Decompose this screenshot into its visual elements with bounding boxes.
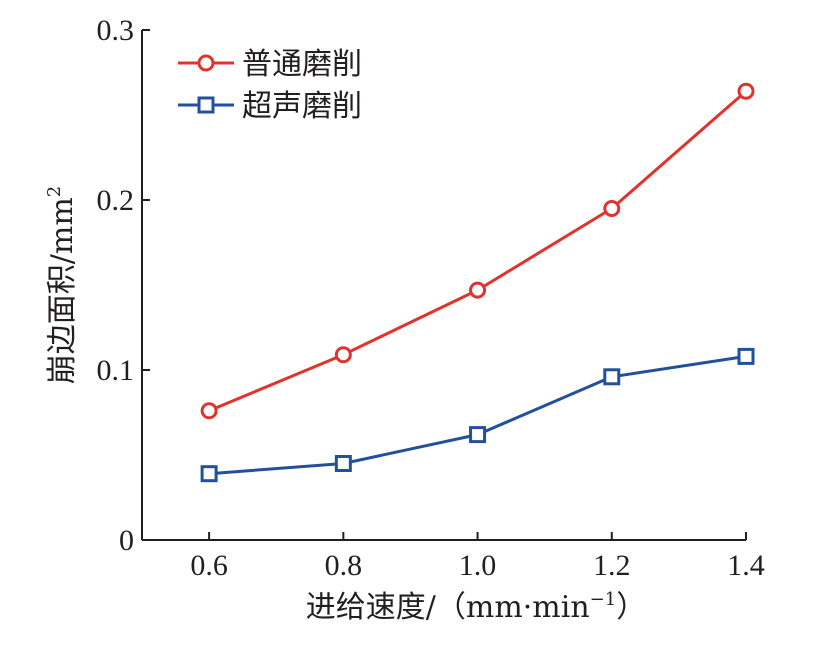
data-point-s1-2	[469, 426, 487, 444]
data-point-s1-4	[737, 347, 755, 365]
x-axis-title: 进给速度/（mm·min−1）	[306, 589, 646, 625]
data-point-s0-4	[737, 82, 755, 100]
legend-item-1: 超声磨削	[178, 89, 362, 124]
series-line-1	[208, 354, 747, 476]
axes	[141, 30, 746, 541]
y-axis-title-superscript: 2	[44, 186, 65, 197]
x-tick-label: 1.2	[593, 549, 631, 582]
data-point-s1-3	[603, 368, 621, 386]
y-tick-label: 0.2	[97, 184, 135, 217]
data-point-s0-0	[200, 402, 218, 420]
y-axis-title: 崩边面积/mm2	[44, 186, 80, 384]
y-tick-label: 0	[119, 524, 134, 557]
data-point-s0-2	[469, 281, 487, 299]
data-point-s1-1	[334, 455, 352, 472]
data-point-s0-1	[334, 346, 352, 364]
legend-marker-1	[197, 96, 215, 114]
x-ticks: 0.6 0.8 1.0 1.2 1.4	[190, 532, 765, 582]
y-tick-label: 0.3	[97, 14, 135, 47]
legend-item-0: 普通磨削	[178, 47, 362, 82]
y-ticks: 0 0.1 0.2 0.3	[97, 14, 150, 557]
x-tick-label: 1.0	[459, 549, 497, 582]
legend-label-1: 超声磨削	[242, 89, 362, 124]
legend-marker-0	[197, 54, 215, 72]
x-axis-title-superscript: −1	[590, 589, 617, 610]
x-tick-label: 0.6	[190, 549, 228, 582]
series-layer	[200, 82, 755, 483]
data-point-s1-0	[200, 465, 218, 483]
x-tick-label: 1.4	[727, 549, 765, 582]
data-point-s0-3	[603, 200, 621, 217]
series-line-0	[208, 90, 747, 413]
x-tick-label: 0.8	[325, 549, 363, 582]
legend: 普通磨削 超声磨削	[178, 47, 362, 124]
y-tick-label: 0.1	[97, 354, 135, 387]
legend-label-0: 普通磨削	[242, 47, 362, 82]
